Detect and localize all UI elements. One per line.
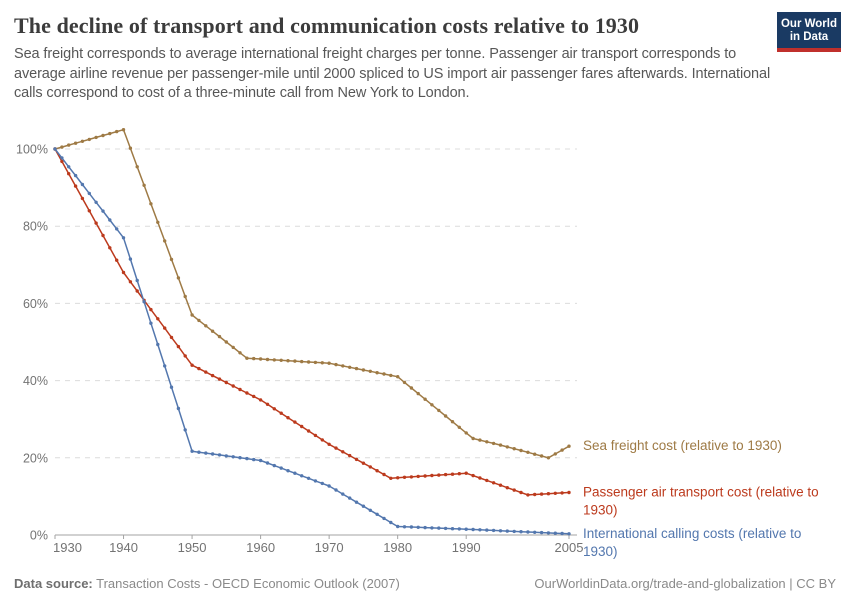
x-tick-label-1960: 1960 [246,540,275,555]
license-label: | CC BY [789,576,836,591]
series-markers-international-calls [53,147,571,536]
series-markers-sea-freight [53,128,571,460]
y-tick-label-100: 100% [16,143,48,157]
legend-label-sea-freight[interactable]: Sea freight cost (relative to 1930) [583,438,782,453]
series-line-sea-freight[interactable] [54,128,570,459]
x-tick-label-1930: 1930 [53,540,82,555]
owid-logo-line2: in Data [789,31,829,43]
x-tick-label-1980: 1980 [383,540,412,555]
x-tick-label-2005: 2005 [555,540,584,555]
attribution-link[interactable]: OurWorldinData.org/trade-and-globalizati… [534,576,786,591]
series-markers-passenger-air [53,147,571,497]
legend-label-international-calls[interactable]: International calling costs (relative to… [583,526,801,559]
series-line-international-calls[interactable] [54,148,570,535]
chart-footer: Data source: Transaction Costs - OECD Ec… [0,573,850,591]
x-tick-label-1970: 1970 [315,540,344,555]
chart-header: The decline of transport and communicati… [0,0,850,105]
legend-label-passenger-air[interactable]: Passenger air transport cost (relative t… [583,485,819,518]
chart-canvas: 0% 20% 40% 60% 80% 100% 1930 1940 1950 1960 1970 19… [16,128,819,559]
series-line-passenger-air[interactable] [54,148,570,496]
chart-title: The decline of transport and communicati… [14,13,640,38]
x-tick-label-1990: 1990 [452,540,481,555]
y-tick-label-80: 80% [23,220,48,234]
owid-logo[interactable]: Our World in Data [777,12,841,52]
attribution: OurWorldinData.org/trade-and-globalizati… [534,576,836,591]
y-tick-label-20: 20% [23,451,48,465]
data-source-label: Data source: [14,576,93,591]
x-tick-label-1940: 1940 [109,540,138,555]
y-tick-label-0: 0% [30,529,48,543]
y-tick-label-40: 40% [23,374,48,388]
data-source: Data source: Transaction Costs - OECD Ec… [14,576,400,591]
owid-logo-line1: Our World [780,18,837,30]
chart-subtitle: Sea freight corresponds to average inter… [14,46,771,102]
data-source-value: Transaction Costs - OECD Economic Outloo… [96,576,400,591]
x-tick-label-1950: 1950 [178,540,207,555]
y-tick-label-60: 60% [23,297,48,311]
